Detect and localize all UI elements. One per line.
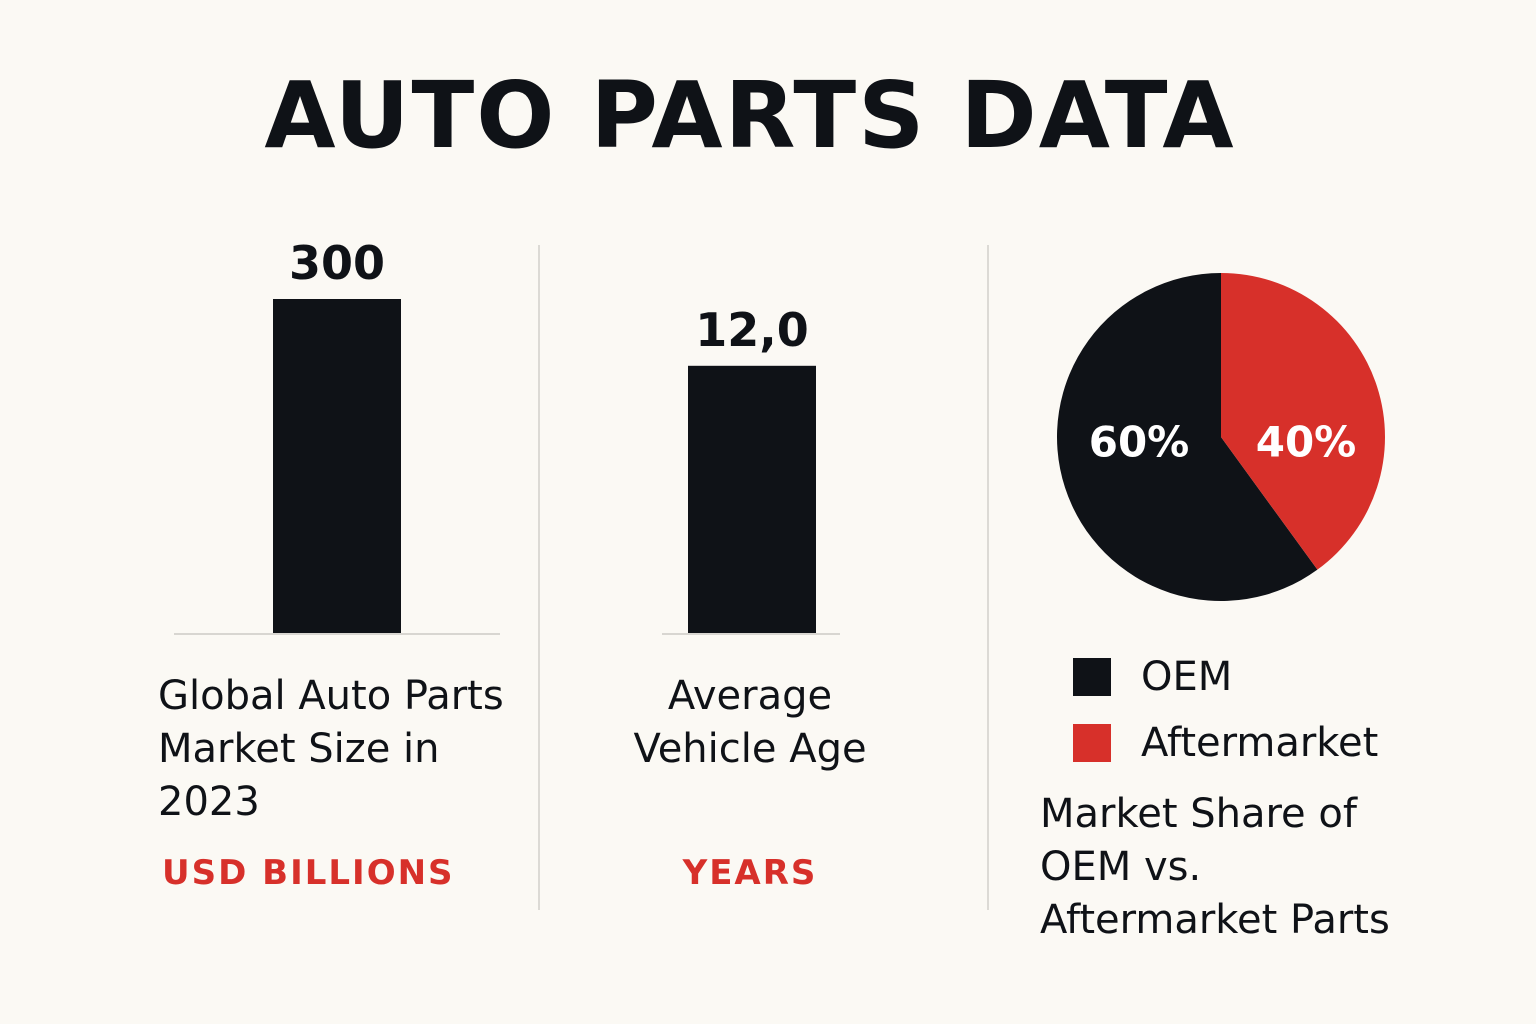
- legend-item-aftermarket: Aftermarket: [1073, 720, 1378, 766]
- legend-swatch-oem: [1073, 658, 1111, 696]
- bar2-bar: [688, 365, 816, 633]
- legend-swatch-aftermarket: [1073, 724, 1111, 762]
- bar1-label: Global Auto Parts Market Size in 2023: [158, 673, 504, 825]
- bar2-value-label: 12,0: [695, 303, 809, 357]
- bar2-unit: YEARS: [682, 853, 818, 893]
- bar2-label: Average Vehicle Age: [633, 673, 867, 772]
- pie-title: Market Share of OEM vs. Aftermarket Part…: [1040, 791, 1390, 943]
- page-title: AUTO PARTS DATA: [264, 62, 1236, 169]
- legend-item-oem: OEM: [1073, 654, 1232, 700]
- pie-slice-oem: [1056, 273, 1318, 601]
- pie-label-aftermarket: 40%: [1256, 418, 1357, 467]
- bar1-bar: [273, 299, 401, 633]
- pie-label-oem: 60%: [1089, 418, 1190, 467]
- legend-label-oem: OEM: [1141, 654, 1233, 700]
- bar1-value-label: 300: [289, 236, 385, 290]
- divider: [538, 245, 540, 910]
- divider: [987, 245, 989, 910]
- pie-slice-aftermarket: [1221, 273, 1385, 570]
- bar1-unit: USD BILLIONS: [162, 853, 455, 893]
- legend-label-aftermarket: Aftermarket: [1141, 720, 1379, 766]
